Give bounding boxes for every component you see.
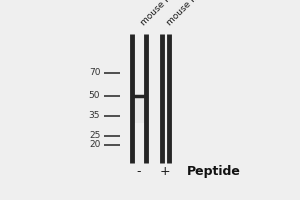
Text: mouse heart: mouse heart <box>139 0 186 28</box>
Text: 25: 25 <box>89 131 100 140</box>
Text: 35: 35 <box>89 111 100 120</box>
Bar <box>132 96 145 123</box>
Text: Peptide: Peptide <box>187 165 241 178</box>
Text: 70: 70 <box>89 68 100 77</box>
Text: mouse heart: mouse heart <box>165 0 212 28</box>
Text: -: - <box>136 165 141 178</box>
Text: +: + <box>160 165 170 178</box>
Text: 50: 50 <box>89 91 100 100</box>
Text: 20: 20 <box>89 140 100 149</box>
